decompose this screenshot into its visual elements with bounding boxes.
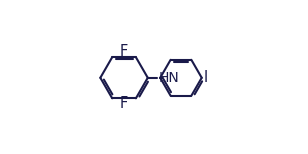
Text: F: F xyxy=(120,96,128,111)
Text: I: I xyxy=(204,70,208,85)
Text: HN: HN xyxy=(159,71,180,85)
Text: F: F xyxy=(120,44,128,59)
